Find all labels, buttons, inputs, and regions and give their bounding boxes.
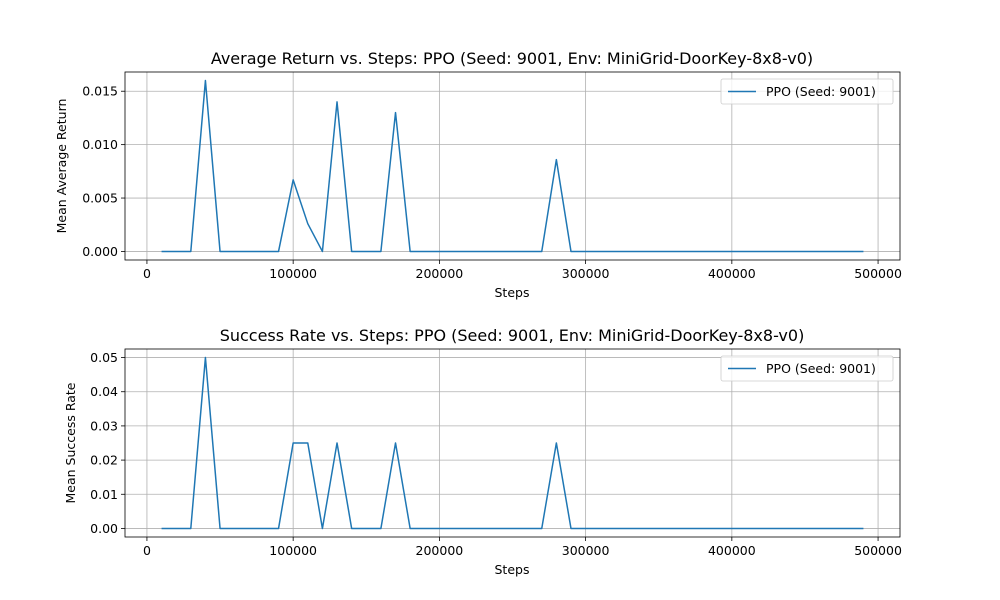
x-tick-label: 200000	[416, 266, 464, 281]
x-tick-label: 400000	[708, 543, 756, 558]
y-tick-label: 0.03	[90, 418, 118, 433]
y-tick-label: 0.00	[90, 521, 118, 536]
x-axis-label: Steps	[495, 285, 530, 300]
series-line	[161, 356, 864, 530]
x-tick-label: 100000	[269, 266, 317, 281]
series-line	[161, 79, 864, 253]
average-return-chart: Average Return vs. Steps: PPO (Seed: 900…	[54, 49, 902, 300]
x-tick-label: 100000	[269, 543, 317, 558]
x-tick-label: 500000	[854, 266, 902, 281]
y-axis-label: Mean Success Rate	[63, 382, 78, 503]
x-tick-label: 0	[143, 543, 151, 558]
legend-entry: PPO (Seed: 9001)	[766, 361, 876, 376]
series-lines	[161, 356, 864, 530]
legend-box	[720, 78, 894, 105]
x-tick-label: 300000	[562, 266, 610, 281]
y-tick-label: 0.05	[90, 350, 118, 365]
y-tick-label: 0.04	[90, 384, 118, 399]
x-tick-label: 0	[143, 266, 151, 281]
y-axis-label: Mean Average Return	[54, 99, 69, 234]
y-tick-label: 0.005	[82, 191, 118, 206]
chart-title: Average Return vs. Steps: PPO (Seed: 900…	[211, 49, 813, 68]
y-tick-label: 0.015	[82, 84, 118, 99]
plot-frame	[124, 71, 901, 261]
series-lines	[161, 79, 864, 253]
y-tick-label: 0.01	[90, 487, 118, 502]
y-tick-label: 0.010	[82, 137, 118, 152]
axis-ticks: 0 100000 200000 300000 400000 500000 0.000 0.00…	[82, 84, 902, 281]
axis-ticks: 0 100000 200000 300000 400000 500000 0.00 0.01 0…	[90, 350, 902, 558]
x-tick-label: 200000	[416, 543, 464, 558]
y-tick-label: 0.02	[90, 453, 118, 468]
y-tick-label: 0.000	[82, 244, 118, 259]
success-rate-chart: Success Rate vs. Steps: PPO (Seed: 9001,…	[63, 326, 902, 577]
x-tick-label: 300000	[562, 543, 610, 558]
x-tick-label: 400000	[708, 266, 756, 281]
plot-frame	[124, 348, 901, 538]
chart-title: Success Rate vs. Steps: PPO (Seed: 9001,…	[220, 326, 805, 345]
legend: PPO (Seed: 9001)	[720, 78, 894, 105]
x-axis-label: Steps	[495, 562, 530, 577]
legend: PPO (Seed: 9001)	[720, 355, 894, 382]
legend-box	[720, 355, 894, 382]
x-tick-label: 500000	[854, 543, 902, 558]
legend-entry: PPO (Seed: 9001)	[766, 84, 876, 99]
